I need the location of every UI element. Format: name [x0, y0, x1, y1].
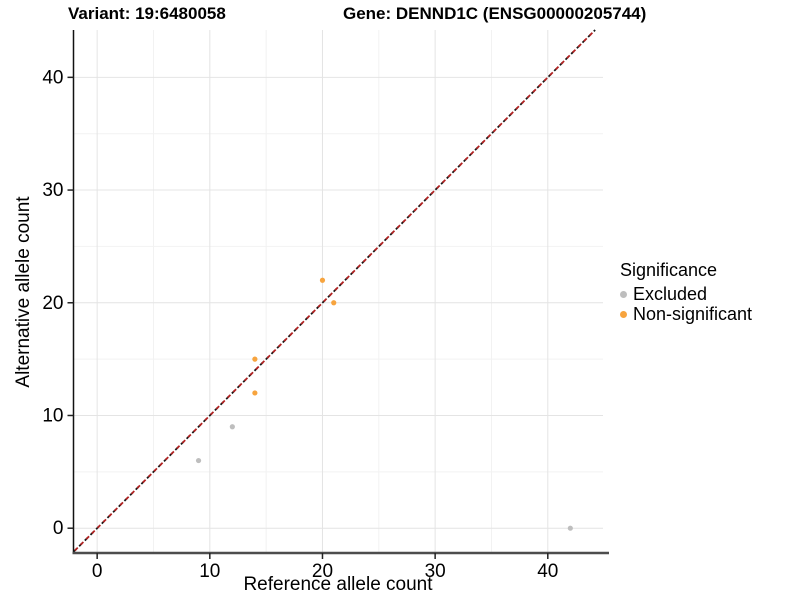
y-tick-label: 40	[42, 67, 63, 88]
x-tick-label: 10	[199, 561, 220, 582]
y-tick-label: 30	[42, 180, 63, 201]
data-point-non-significant	[319, 277, 326, 283]
y-tick-label: 10	[42, 405, 63, 426]
legend-item-non-significant: Non-significant	[620, 304, 752, 324]
data-point-non-significant	[331, 300, 337, 306]
legend-item-excluded: Excluded	[620, 284, 752, 304]
y-axis-title: Alternative allele count	[13, 196, 34, 388]
data-point-excluded	[567, 525, 573, 531]
gene-title: Gene: DENND1C (ENSG00000205744)	[343, 4, 647, 23]
y-tick-label: 0	[53, 518, 64, 539]
x-tick-label: 0	[92, 561, 103, 582]
legend-label-non-significant: Non-significant	[633, 303, 753, 324]
legend: Significance Excluded Non-significant	[620, 260, 752, 324]
x-tick-label: 40	[537, 561, 558, 582]
variant-title: Variant: 19:6480058	[68, 4, 226, 23]
legend-label-excluded: Excluded	[633, 283, 708, 304]
data-point-non-significant	[252, 390, 258, 396]
legend-title: Significance	[620, 260, 718, 280]
excluded-dot-icon	[620, 290, 627, 298]
data-point-excluded	[229, 424, 235, 430]
x-tick-label: 20	[312, 561, 333, 582]
non-significant-dot-icon	[620, 310, 627, 318]
x-axis-title: Reference allele count	[243, 574, 433, 595]
x-tick-label: 30	[425, 561, 446, 582]
data-point-excluded	[195, 457, 202, 464]
identity-line-red	[72, 29, 596, 553]
y-tick-label: 20	[42, 293, 63, 314]
data-point-non-significant	[252, 356, 258, 362]
